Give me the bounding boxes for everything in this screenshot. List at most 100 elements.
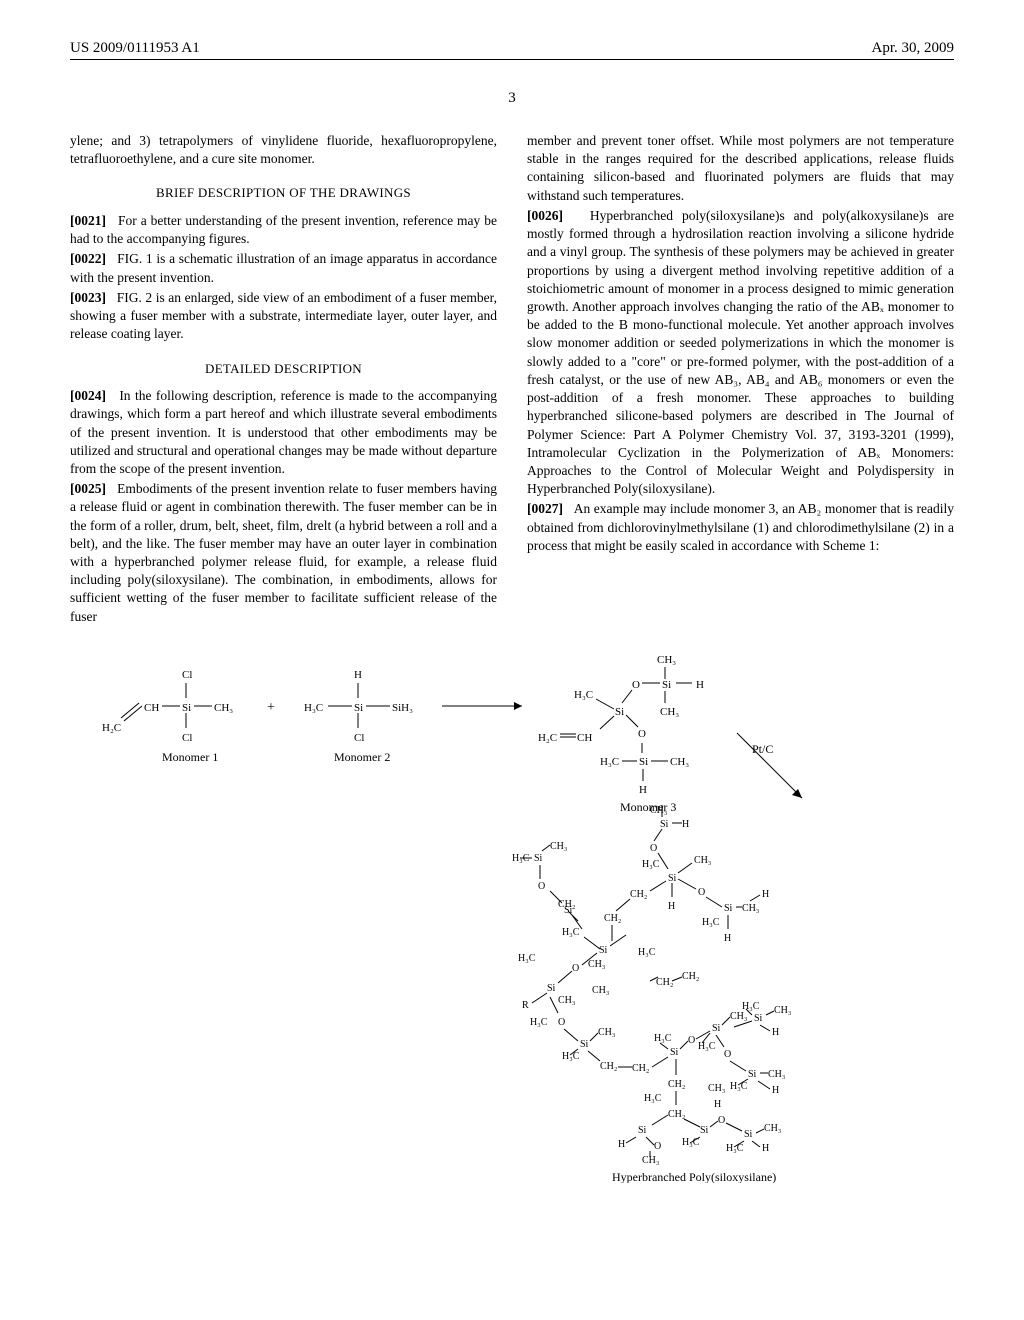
- svg-text:Cl: Cl: [182, 669, 192, 681]
- svg-text:R: R: [522, 1000, 529, 1011]
- svg-text:CH₃: CH₃: [670, 756, 689, 768]
- svg-text:O: O: [688, 1035, 695, 1046]
- monomer-2-label: Monomer 2: [334, 750, 390, 764]
- page-container: US 2009/0111953 A1 Apr. 30, 2009 3 ylene…: [0, 0, 1024, 1223]
- svg-text:Si: Si: [182, 702, 191, 714]
- svg-text:H₃C: H₃C: [518, 953, 536, 964]
- svg-text:H: H: [618, 1139, 625, 1150]
- para-text: Hyperbranched poly(siloxysilane)s and po…: [527, 208, 954, 496]
- svg-text:Si: Si: [700, 1125, 709, 1136]
- svg-text:Si: Si: [660, 819, 669, 830]
- svg-text:CH₃: CH₃: [694, 855, 711, 866]
- svg-text:Si: Si: [580, 1039, 589, 1050]
- svg-text:Si: Si: [354, 702, 363, 714]
- svg-text:CH₂: CH₂: [558, 899, 575, 910]
- monomer-3-label: Monomer 3: [620, 800, 676, 814]
- continuation-text: ylene; and 3) tetrapolymers of vinyliden…: [70, 132, 497, 168]
- svg-text:CH₃: CH₃: [730, 1011, 747, 1022]
- svg-text:Si: Si: [712, 1023, 721, 1034]
- svg-text:H₃C: H₃C: [562, 1051, 580, 1062]
- svg-text:CH₂: CH₂: [682, 971, 699, 982]
- svg-text:CH₂: CH₂: [668, 1079, 685, 1090]
- paragraph-0025: [0025] Embodiments of the present invent…: [70, 480, 497, 626]
- para-number: [0022]: [70, 251, 106, 266]
- monomer-2-structure: H H₃C Si SiH₃ Cl: [304, 669, 413, 744]
- svg-text:CH₂: CH₂: [668, 1109, 685, 1120]
- svg-text:H₃C: H₃C: [304, 702, 323, 714]
- svg-text:O: O: [558, 1017, 565, 1028]
- svg-text:H: H: [724, 933, 731, 944]
- svg-text:CH₃: CH₃: [660, 706, 679, 718]
- svg-text:H₃C: H₃C: [702, 917, 720, 928]
- arrowhead-2: [792, 789, 802, 798]
- svg-text:Si: Si: [744, 1129, 753, 1140]
- svg-text:H₃C: H₃C: [644, 1093, 662, 1104]
- svg-text:CH₃: CH₃: [642, 1155, 659, 1166]
- svg-text:H₃C: H₃C: [742, 1001, 760, 1012]
- paragraph-0022: [0022] FIG. 1 is a schematic illustratio…: [70, 250, 497, 286]
- svg-text:H: H: [354, 669, 362, 681]
- svg-text:Si: Si: [615, 706, 624, 718]
- catalyst-label: Pt/C: [752, 742, 773, 756]
- svg-text:Cl: Cl: [182, 732, 192, 744]
- svg-text:Si: Si: [754, 1013, 763, 1024]
- scheme-1-figure: Cl CH Si CH₃ Cl H₂C Monomer 1 + H H₃C: [70, 653, 954, 1183]
- svg-text:CH₃: CH₃: [650, 805, 667, 816]
- para-text: An example may include monomer 3, an AB₂…: [527, 501, 954, 552]
- svg-text:CH₂: CH₂: [656, 977, 673, 988]
- svg-text:H₂C: H₂C: [102, 722, 121, 734]
- svg-text:Si: Si: [662, 679, 671, 691]
- svg-text:H: H: [762, 889, 769, 900]
- svg-text:H: H: [668, 901, 675, 912]
- patent-number: US 2009/0111953 A1: [70, 40, 200, 57]
- column-left: ylene; and 3) tetrapolymers of vinyliden…: [70, 132, 497, 628]
- svg-text:Si: Si: [638, 1125, 647, 1136]
- svg-text:CH: CH: [577, 732, 592, 744]
- svg-text:CH₃: CH₃: [774, 1005, 791, 1016]
- hyperbranched-polymer-structure: R Si O Si CH₃ CH₃ H₃C CH₂ CH₂ Si: [512, 805, 791, 1166]
- svg-text:CH₃: CH₃: [558, 995, 575, 1006]
- para-text: For a better understanding of the presen…: [70, 213, 497, 246]
- svg-text:CH₂: CH₂: [630, 889, 647, 900]
- svg-text:CH₃: CH₃: [708, 1083, 725, 1094]
- svg-text:CH₃: CH₃: [764, 1123, 781, 1134]
- svg-text:H: H: [696, 679, 704, 691]
- monomer-1-label: Monomer 1: [162, 750, 218, 764]
- publication-date: Apr. 30, 2009: [872, 40, 955, 57]
- svg-text:H₃C: H₃C: [654, 1033, 672, 1044]
- para-number: [0024]: [70, 388, 106, 403]
- monomer-3-structure: CH₃ O Si H CH₃ H₃C Si O CH H₂C: [538, 654, 704, 796]
- svg-text:SiH₃: SiH₃: [392, 702, 413, 714]
- para-number: [0027]: [527, 501, 563, 516]
- para-number: [0021]: [70, 213, 106, 228]
- para-text: Embodiments of the present invention rel…: [70, 481, 497, 624]
- para-text: In the following description, reference …: [70, 388, 497, 476]
- svg-text:H₃C: H₃C: [726, 1143, 744, 1154]
- svg-text:Si: Si: [547, 983, 556, 994]
- svg-text:H: H: [762, 1143, 769, 1154]
- svg-text:H: H: [714, 1099, 721, 1110]
- svg-text:Si: Si: [534, 853, 543, 864]
- svg-text:H₃C: H₃C: [642, 859, 660, 870]
- svg-text:H₃C: H₃C: [530, 1017, 548, 1028]
- chemical-scheme-svg: Cl CH Si CH₃ Cl H₂C Monomer 1 + H H₃C: [102, 653, 922, 1183]
- svg-text:O: O: [572, 963, 579, 974]
- svg-text:H: H: [639, 784, 647, 796]
- svg-text:Si: Si: [639, 756, 648, 768]
- svg-text:Si: Si: [748, 1069, 757, 1080]
- svg-text:CH₃: CH₃: [657, 654, 676, 666]
- svg-text:CH₃: CH₃: [598, 1027, 615, 1038]
- svg-text:Si: Si: [724, 903, 733, 914]
- page-number: 3: [70, 90, 954, 107]
- column-right: member and prevent toner offset. While m…: [527, 132, 954, 628]
- svg-text:CH₃: CH₃: [592, 985, 609, 996]
- monomer-1-structure: Cl CH Si CH₃ Cl H₂C: [102, 669, 233, 744]
- svg-text:Si: Si: [668, 873, 677, 884]
- product-label: Hyperbranched Poly(siloxysilane): [612, 1170, 776, 1183]
- svg-text:CH₃: CH₃: [742, 903, 759, 914]
- svg-text:H₃C: H₃C: [698, 1041, 716, 1052]
- paragraph-0021: [0021] For a better understanding of the…: [70, 212, 497, 248]
- page-header: US 2009/0111953 A1 Apr. 30, 2009: [70, 40, 954, 60]
- svg-text:H₃C: H₃C: [638, 947, 656, 958]
- svg-text:H₃C: H₃C: [562, 927, 580, 938]
